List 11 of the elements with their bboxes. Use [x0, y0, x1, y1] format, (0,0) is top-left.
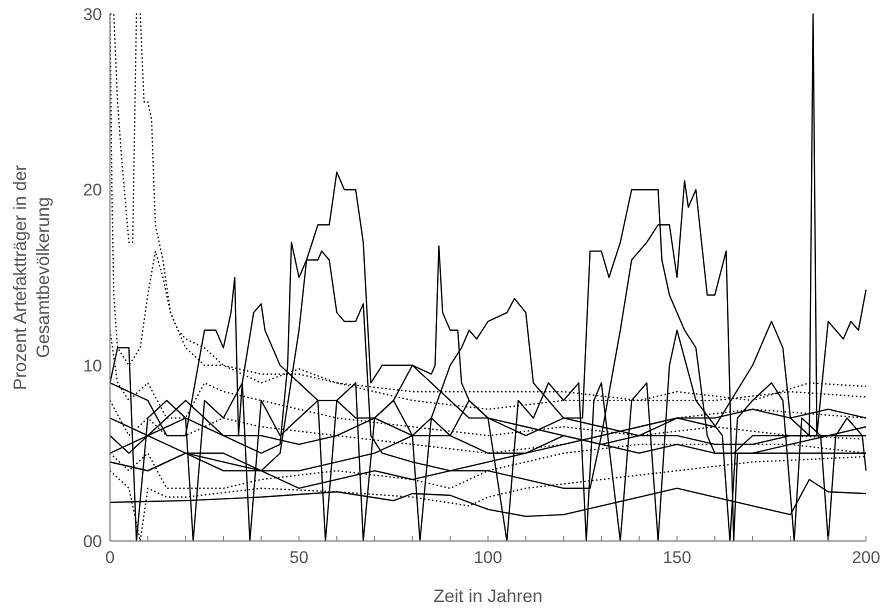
- x-tick-label: 200: [852, 548, 880, 567]
- y-tick-label: 00: [83, 532, 102, 551]
- y-axis-title: Prozent Artefaktträger in der Gesamtbevölkerung: [10, 164, 53, 390]
- y-tick-label: 20: [83, 180, 102, 200]
- x-tick-label: 150: [662, 548, 692, 567]
- y-tick-label: 10: [83, 356, 102, 376]
- x-tick-label: 0: [105, 548, 115, 567]
- x-tick-label: 100: [474, 548, 502, 567]
- y-tick-label: 30: [83, 5, 102, 24]
- x-tick-label: 50: [290, 548, 308, 567]
- x-axis-title: Zeit in Jahren: [433, 586, 543, 606]
